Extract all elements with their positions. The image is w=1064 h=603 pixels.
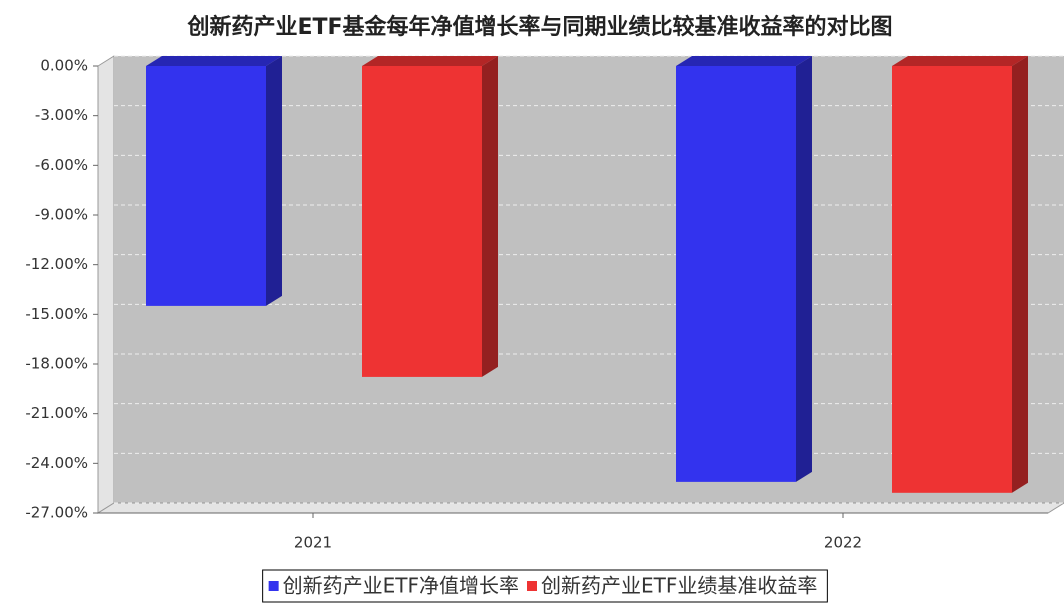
floor xyxy=(96,502,1064,514)
legend-box xyxy=(262,569,828,603)
bar-top xyxy=(892,56,1028,66)
y-tick-label: -12.00% xyxy=(25,255,88,273)
y-tick-label: -24.00% xyxy=(25,454,88,472)
bar-top xyxy=(146,56,282,66)
y-tick-label: -3.00% xyxy=(35,106,88,124)
bar xyxy=(146,66,266,306)
legend-label: 创新药产业ETF净值增长率 xyxy=(283,574,519,598)
legend-swatch xyxy=(527,581,537,591)
legend-swatch xyxy=(268,581,279,591)
y-tick-label: -18.00% xyxy=(25,355,88,373)
bar-side xyxy=(266,56,282,306)
chart-title: 创新药产业ETF基金每年净值增长率与同期业绩比较基准收益率的对比图 xyxy=(186,14,892,40)
bar-top xyxy=(362,56,498,66)
x-tick-label: 2022 xyxy=(824,534,862,552)
y-tick-label: -6.00% xyxy=(35,156,88,174)
y-tick-label: -27.00% xyxy=(25,504,88,522)
x-tick-label: 2021 xyxy=(294,534,332,552)
y-tick-label: 0.00% xyxy=(40,57,88,75)
bar-top xyxy=(676,56,812,66)
y-tick-label: -9.00% xyxy=(35,206,88,224)
bar xyxy=(676,66,796,482)
legend-label: 创新药产业ETF业绩基准收益率 xyxy=(541,574,817,598)
left-wall xyxy=(97,55,115,514)
bar xyxy=(362,66,482,377)
y-tick-label: -15.00% xyxy=(25,305,88,323)
bar-side xyxy=(482,56,498,377)
y-tick-label: -21.00% xyxy=(25,404,88,422)
bar-side xyxy=(796,56,812,482)
bar xyxy=(892,66,1012,493)
bar-side xyxy=(1012,56,1028,493)
